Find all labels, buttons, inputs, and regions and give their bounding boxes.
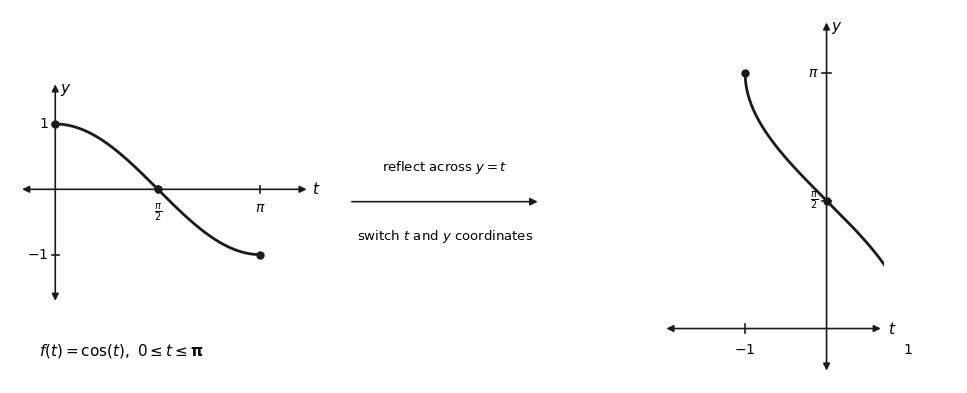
- Text: switch $t$ and $y$ coordinates: switch $t$ and $y$ coordinates: [357, 228, 533, 244]
- Text: $\pi$: $\pi$: [807, 66, 818, 80]
- Point: [47, 121, 63, 127]
- Point: [738, 70, 753, 76]
- Text: $t$: $t$: [888, 321, 896, 336]
- Point: [900, 325, 916, 332]
- Text: $\frac{\pi}{2}$: $\frac{\pi}{2}$: [810, 190, 818, 211]
- Text: $-1$: $-1$: [735, 343, 756, 357]
- Text: $y$: $y$: [832, 20, 843, 36]
- Text: $1$: $1$: [39, 117, 48, 131]
- Text: $t$: $t$: [312, 181, 320, 197]
- Text: $\pi$: $\pi$: [255, 201, 266, 215]
- Point: [150, 186, 165, 193]
- Text: $y$: $y$: [60, 81, 72, 97]
- Text: reflect across $y = t$: reflect across $y = t$: [382, 159, 508, 176]
- Text: $f(t) = \cos(t),\ 0 \leq t \leq \mathbf{\pi}$: $f(t) = \cos(t),\ 0 \leq t \leq \mathbf{…: [39, 342, 203, 360]
- Point: [819, 197, 835, 204]
- Text: $\frac{\pi}{2}$: $\frac{\pi}{2}$: [154, 201, 161, 223]
- Point: [252, 252, 268, 258]
- Text: $1$: $1$: [903, 343, 913, 357]
- Text: $-1$: $-1$: [27, 248, 48, 262]
